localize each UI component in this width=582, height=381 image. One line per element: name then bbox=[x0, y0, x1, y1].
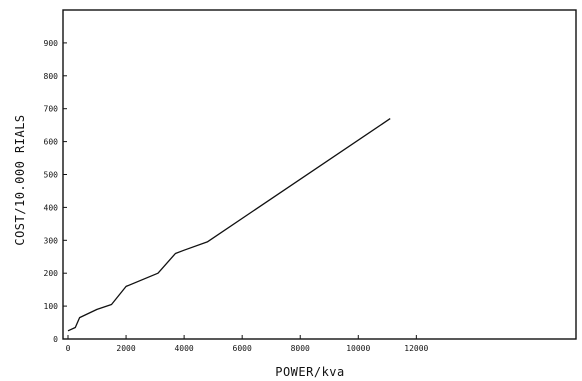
x-tick-label: 6000 bbox=[233, 344, 252, 353]
y-tick-label: 0 bbox=[53, 335, 58, 344]
x-tick-label: 0 bbox=[66, 344, 71, 353]
y-axis-label: COST/10.000 RIALS bbox=[13, 114, 27, 245]
y-tick-label: 200 bbox=[44, 269, 59, 278]
plot-frame bbox=[62, 9, 577, 340]
y-tick-label: 900 bbox=[44, 39, 59, 48]
y-tick-label: 500 bbox=[44, 171, 59, 180]
y-tick-label: 100 bbox=[44, 302, 59, 311]
x-tick-label: 12000 bbox=[404, 344, 428, 353]
y-tick-label: 800 bbox=[44, 72, 59, 81]
y-tick-label: 600 bbox=[44, 138, 59, 147]
x-tick-label: 8000 bbox=[291, 344, 310, 353]
x-axis-ticks: 0 2000 4000 6000 8000 10000 12000 bbox=[66, 335, 429, 353]
series-layer bbox=[67, 118, 391, 332]
y-tick-label: 400 bbox=[44, 203, 59, 212]
x-tick-label: 10000 bbox=[346, 344, 370, 353]
series-line bbox=[67, 118, 391, 332]
x-tick-label: 4000 bbox=[174, 344, 193, 353]
x-axis-label: POWER/kva bbox=[275, 365, 345, 379]
y-axis-ticks: 0 100 200 300 400 500 600 700 800 900 bbox=[44, 39, 67, 344]
y-tick-label: 700 bbox=[44, 105, 59, 114]
x-tick-label: 2000 bbox=[116, 344, 135, 353]
y-tick-label: 300 bbox=[44, 236, 59, 245]
